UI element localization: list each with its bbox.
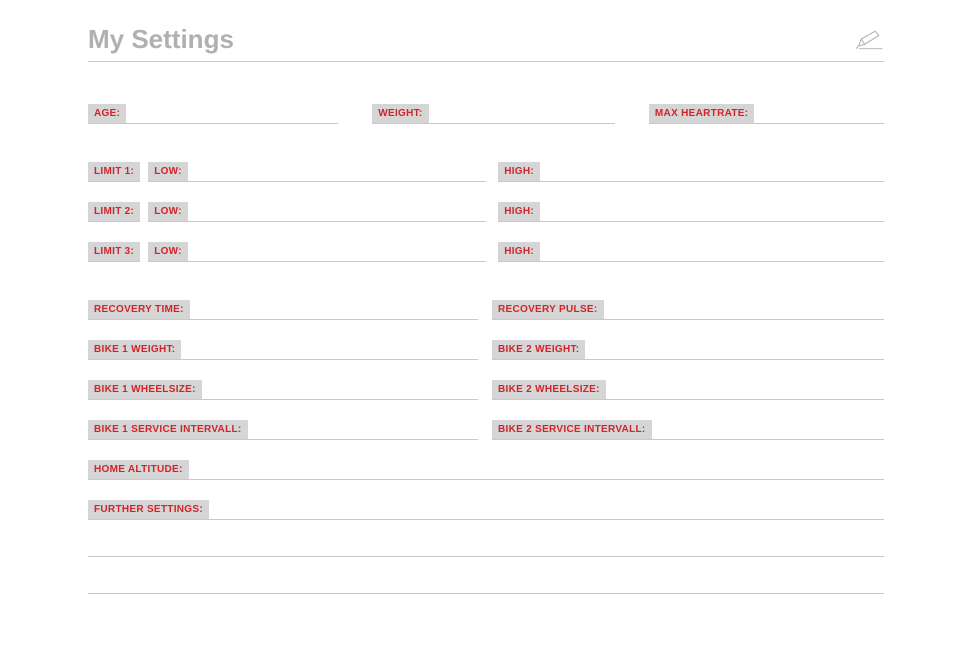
field-limit1-low[interactable]: LOW:: [148, 162, 486, 182]
field-bike1-service[interactable]: BIKE 1 SERVICE INTERVALL:: [88, 420, 478, 440]
field-recovery-time[interactable]: RECOVERY TIME:: [88, 300, 478, 320]
field-bike1-weight[interactable]: BIKE 1 WEIGHT:: [88, 340, 478, 360]
field-age[interactable]: AGE:: [88, 104, 338, 124]
row-basic: AGE: WEIGHT: MAX HEARTRATE:: [88, 104, 884, 124]
field-recovery-pulse[interactable]: RECOVERY PULSE:: [492, 300, 884, 320]
field-bike2-wheelsize[interactable]: BIKE 2 WHEELSIZE:: [492, 380, 884, 400]
field-limit3-high[interactable]: HIGH:: [498, 242, 884, 262]
label-max-heartrate: MAX HEARTRATE:: [649, 104, 754, 123]
field-bike2-service[interactable]: BIKE 2 SERVICE INTERVALL:: [492, 420, 884, 440]
field-limit3: LIMIT 3:: [88, 242, 140, 262]
page-header: My Settings: [88, 24, 884, 62]
field-weight[interactable]: WEIGHT:: [372, 104, 615, 124]
field-limit2: LIMIT 2:: [88, 202, 140, 222]
row-bike-weight: BIKE 1 WEIGHT: BIKE 2 WEIGHT:: [88, 340, 884, 360]
field-bike1-wheelsize[interactable]: BIKE 1 WHEELSIZE:: [88, 380, 478, 400]
field-limit1-high[interactable]: HIGH:: [498, 162, 884, 182]
field-limit2-high[interactable]: HIGH:: [498, 202, 884, 222]
row-bike-service: BIKE 1 SERVICE INTERVALL: BIKE 2 SERVICE…: [88, 420, 884, 440]
label-age: AGE:: [88, 104, 126, 123]
row-home-altitude: HOME ALTITUDE:: [88, 460, 884, 480]
page-title: My Settings: [88, 24, 234, 55]
row-bike-wheelsize: BIKE 1 WHEELSIZE: BIKE 2 WHEELSIZE:: [88, 380, 884, 400]
blank-line-2: [88, 593, 884, 594]
row-limit-2: LIMIT 2: LOW: HIGH:: [88, 202, 884, 222]
edit-icon: [856, 28, 884, 50]
field-further-settings[interactable]: FURTHER SETTINGS:: [88, 500, 884, 520]
field-limit1: LIMIT 1:: [88, 162, 140, 182]
field-home-altitude[interactable]: HOME ALTITUDE:: [88, 460, 884, 480]
label-weight: WEIGHT:: [372, 104, 428, 123]
row-limit-3: LIMIT 3: LOW: HIGH:: [88, 242, 884, 262]
field-max-heartrate[interactable]: MAX HEARTRATE:: [649, 104, 884, 124]
row-limit-1: LIMIT 1: LOW: HIGH:: [88, 162, 884, 182]
row-further-settings: FURTHER SETTINGS:: [88, 500, 884, 520]
blank-line-1: [88, 556, 884, 557]
field-bike2-weight[interactable]: BIKE 2 WEIGHT:: [492, 340, 884, 360]
row-recovery: RECOVERY TIME: RECOVERY PULSE:: [88, 300, 884, 320]
field-limit2-low[interactable]: LOW:: [148, 202, 486, 222]
field-limit3-low[interactable]: LOW:: [148, 242, 486, 262]
